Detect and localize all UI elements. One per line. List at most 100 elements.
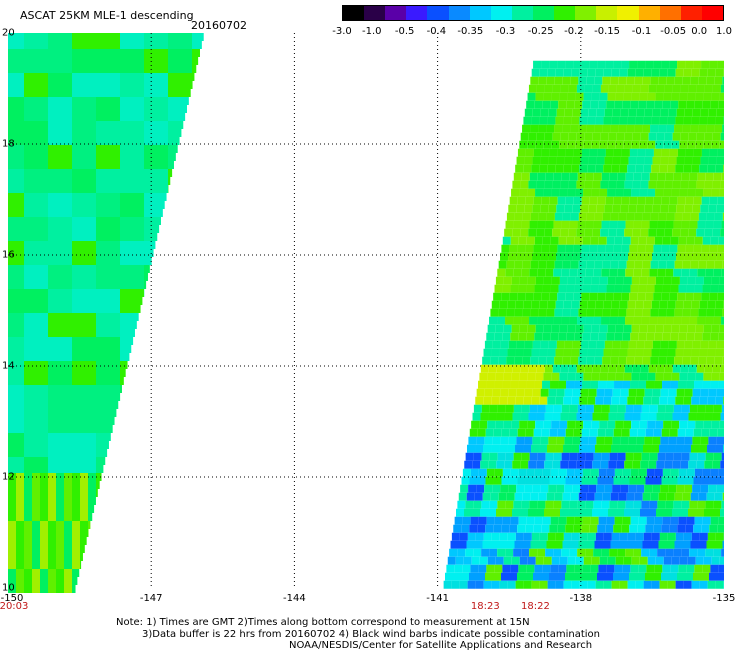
swath-east-cell [720,509,724,517]
swath-east-cell [708,437,716,445]
swath-west-cell [64,89,72,97]
swath-east-cell [545,549,553,557]
swath-east-cell [464,461,472,469]
swath-east-cell [707,261,715,269]
swath-west-cell [56,489,64,497]
swath-east-cell [548,485,556,493]
swath-east-cell [529,413,537,421]
swath-east-cell [555,397,563,405]
swath-east-cell [510,197,518,205]
swath-east-cell [475,397,483,405]
swath-west-cell [96,377,104,385]
swath-east-cell [550,197,558,205]
swath-west-cell [136,169,144,177]
swath-west-cell [8,225,16,233]
swath-west-cell [32,249,40,257]
swath-west-cell [96,209,104,217]
swath-east-cell [680,277,688,285]
swath-west-cell [96,457,104,465]
swath-east-cell [535,237,543,245]
swath-east-cell [509,293,517,301]
swath-west-cell [152,161,160,169]
swath-west-cell [32,41,40,49]
swath-west-cell [72,249,80,257]
swath-east-cell [703,189,711,197]
swath-east-cell [563,117,571,125]
swath-east-cell [678,565,686,573]
swath-east-cell [518,333,526,341]
swath-west-cell [16,457,24,465]
swath-west-cell [56,425,64,433]
swath-west-cell [8,489,16,497]
swath-east-cell [582,429,590,437]
swath-east-cell [705,501,713,509]
swath-east-cell [679,285,687,293]
swath-east-cell [703,517,711,525]
swath-west-cell [88,209,96,217]
swath-east-cell [624,181,632,189]
swath-east-cell [504,557,512,565]
swath-east-cell [645,109,653,117]
swath-east-cell [596,205,604,213]
swath-east-cell [634,405,642,413]
swath-west-cell [136,97,144,105]
swath-west-cell [80,177,88,185]
swath-east-cell [587,117,595,125]
swath-east-cell [623,189,631,197]
swath-east-cell [514,221,522,229]
swath-west-cell [16,513,24,521]
swath-east-cell [466,453,474,461]
swath-east-cell [511,189,519,197]
swath-west-cell [152,193,160,201]
swath-west-cell [64,177,72,185]
swath-west-cell [16,121,24,129]
swath-east-cell [534,429,542,437]
swath-east-cell [599,189,607,197]
swath-east-cell [492,533,500,541]
swath-west-cell [160,113,168,121]
swath-east-cell [633,269,641,277]
swath-east-cell [535,517,543,525]
swath-east-cell [498,357,506,365]
swath-east-cell [549,525,557,533]
swath-east-cell [521,269,529,277]
swath-east-cell [631,189,639,197]
swath-east-cell [719,517,724,525]
swath-east-cell [635,541,643,549]
swath-west-cell [72,113,80,121]
swath-west-cell [64,145,72,153]
swath-east-cell [573,109,581,117]
swath-east-cell [607,141,615,149]
swath-west-cell [32,513,40,521]
swath-east-cell [681,269,689,277]
swath-east-cell [569,133,577,141]
swath-west-cell [128,241,136,249]
swath-east-cell [623,469,631,477]
swath-east-cell [555,445,563,453]
swath-west-cell [8,417,16,425]
swath-west-cell [168,41,176,49]
swath-east-cell [591,421,599,429]
swath-west-cell [48,169,56,177]
swath-west-cell [56,545,64,553]
swath-east-cell [495,421,503,429]
swath-east-cell [584,325,592,333]
swath-east-cell [663,237,671,245]
swath-east-cell [656,229,664,237]
swath-east-cell [647,469,655,477]
swath-east-cell [592,93,600,101]
swath-west-cell [64,457,72,465]
swath-west-cell [64,305,72,313]
swath-east-cell [484,533,492,541]
swath-west-cell [40,145,48,153]
swath-east-cell [578,405,586,413]
swath-east-cell [635,397,643,405]
swath-east-cell [457,549,465,557]
swath-west-cell [8,385,16,393]
swath-east-cell [707,165,715,173]
swath-east-cell [671,285,679,293]
swath-east-cell [715,213,723,221]
swath-east-cell [534,565,542,573]
swath-west-cell [128,97,136,105]
